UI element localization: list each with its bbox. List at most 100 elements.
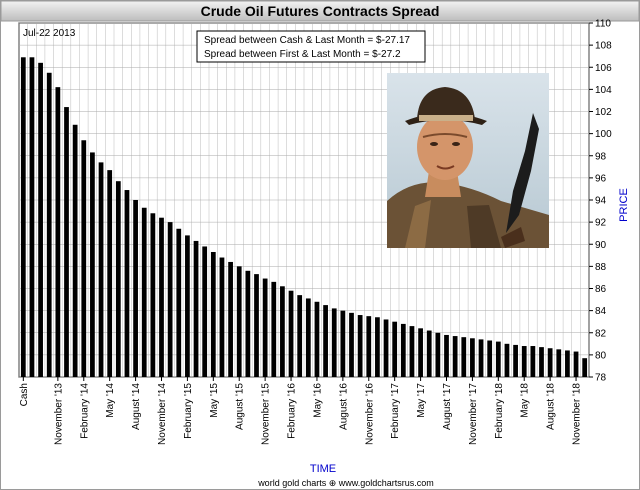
x-tick-label: November '17 — [468, 383, 479, 445]
bar — [202, 246, 208, 377]
chart-title: Crude Oil Futures Contracts Spread — [201, 3, 440, 19]
x-tick-label: November '16 — [364, 383, 375, 445]
bar — [81, 140, 87, 377]
bar — [547, 348, 553, 377]
bar — [46, 72, 52, 377]
annotation-line-2: Spread between First & Last Month = $-27… — [204, 49, 401, 60]
y-tick-label: 100 — [595, 129, 612, 140]
bar — [331, 308, 337, 377]
x-tick-label: February '14 — [79, 383, 90, 439]
bar — [539, 347, 544, 377]
bar — [426, 330, 432, 377]
bar — [305, 298, 311, 377]
bar — [495, 341, 501, 377]
bar — [141, 207, 147, 377]
bar — [288, 290, 294, 377]
x-tick-label: August '15 — [235, 383, 246, 430]
bar — [262, 278, 268, 377]
bar — [521, 346, 527, 377]
photo-man-with-knife — [387, 73, 549, 248]
bar — [478, 339, 484, 377]
bar — [193, 240, 199, 377]
bar — [280, 286, 285, 377]
y-axis-title: PRICE — [618, 188, 630, 222]
bar — [297, 295, 303, 377]
spread-annotation-box: Spread between Cash & Last Month = $-27.… — [196, 30, 426, 63]
bar — [55, 87, 61, 377]
annotation-line-1: Spread between Cash & Last Month = $-27.… — [204, 35, 410, 46]
x-tick-label: November '18 — [572, 383, 583, 445]
bar — [418, 328, 423, 377]
y-tick-label: 92 — [595, 218, 607, 229]
bar — [513, 344, 518, 377]
y-tick-label: 108 — [595, 41, 612, 52]
x-tick-label: Cash — [19, 383, 30, 406]
bar — [107, 170, 113, 377]
x-tick-label: February '17 — [390, 383, 401, 439]
bar — [124, 190, 130, 377]
bar — [435, 332, 441, 377]
bar — [90, 152, 95, 377]
y-tick-label: 84 — [595, 306, 607, 317]
bar — [314, 301, 320, 377]
bar — [98, 162, 104, 377]
bar — [29, 57, 35, 377]
bar — [383, 319, 389, 377]
y-tick-label: 96 — [595, 173, 607, 184]
x-tick-label: November '14 — [157, 383, 168, 445]
bar — [565, 350, 570, 377]
bar — [133, 200, 138, 377]
annotation-box-border — [196, 30, 426, 63]
bar — [573, 351, 579, 377]
bar — [504, 343, 510, 377]
bar — [219, 257, 225, 377]
y-tick-label: 80 — [595, 350, 607, 361]
x-tick-label: November '13 — [53, 383, 64, 445]
y-tick-label: 98 — [595, 151, 607, 162]
bar — [470, 338, 475, 377]
bar — [176, 228, 182, 377]
date-label: Jul-22 2013 — [23, 28, 76, 39]
bar — [323, 305, 328, 377]
bar — [409, 326, 415, 377]
bar — [582, 358, 588, 377]
title-bar — [1, 1, 639, 22]
bar — [236, 266, 242, 377]
bar — [556, 349, 562, 377]
x-tick-label: August '18 — [546, 383, 557, 430]
bar — [159, 217, 164, 377]
x-tick-label: August '16 — [338, 383, 349, 430]
y-tick-label: 86 — [595, 284, 607, 295]
x-tick-label: May '18 — [520, 383, 531, 418]
bar — [245, 270, 251, 377]
bar — [167, 222, 173, 377]
bar — [392, 321, 398, 377]
x-tick-label: August '14 — [131, 383, 142, 430]
x-axis-ticks: Cash November '13 February '14 May '14 Augus… — [19, 377, 583, 445]
bar — [349, 312, 354, 377]
bar — [20, 57, 26, 377]
bar — [38, 62, 43, 377]
bar — [115, 181, 121, 377]
x-tick-label: May '16 — [312, 383, 323, 418]
y-tick-label: 94 — [595, 196, 607, 207]
x-tick-label: May '14 — [105, 383, 116, 418]
bar — [185, 235, 190, 377]
bars — [20, 57, 588, 378]
x-tick-label: February '16 — [287, 383, 298, 439]
bar — [452, 336, 458, 377]
bar — [64, 107, 69, 377]
y-tick-label: 106 — [595, 63, 612, 74]
bar — [366, 316, 372, 377]
y-axis-ticks: 78 80 82 84 86 88 90 92 94 96 98 100 102 104 106 108 110 — [589, 19, 612, 384]
footer-credit: world gold charts ⊕ www.goldchartsrus.co… — [257, 478, 434, 488]
y-tick-label: 82 — [595, 328, 607, 339]
bar — [340, 310, 346, 377]
y-tick-label: 104 — [595, 85, 612, 96]
bar — [228, 261, 233, 377]
y-tick-label: 90 — [595, 240, 607, 251]
y-tick-label: 110 — [595, 19, 611, 30]
bar — [210, 251, 216, 377]
